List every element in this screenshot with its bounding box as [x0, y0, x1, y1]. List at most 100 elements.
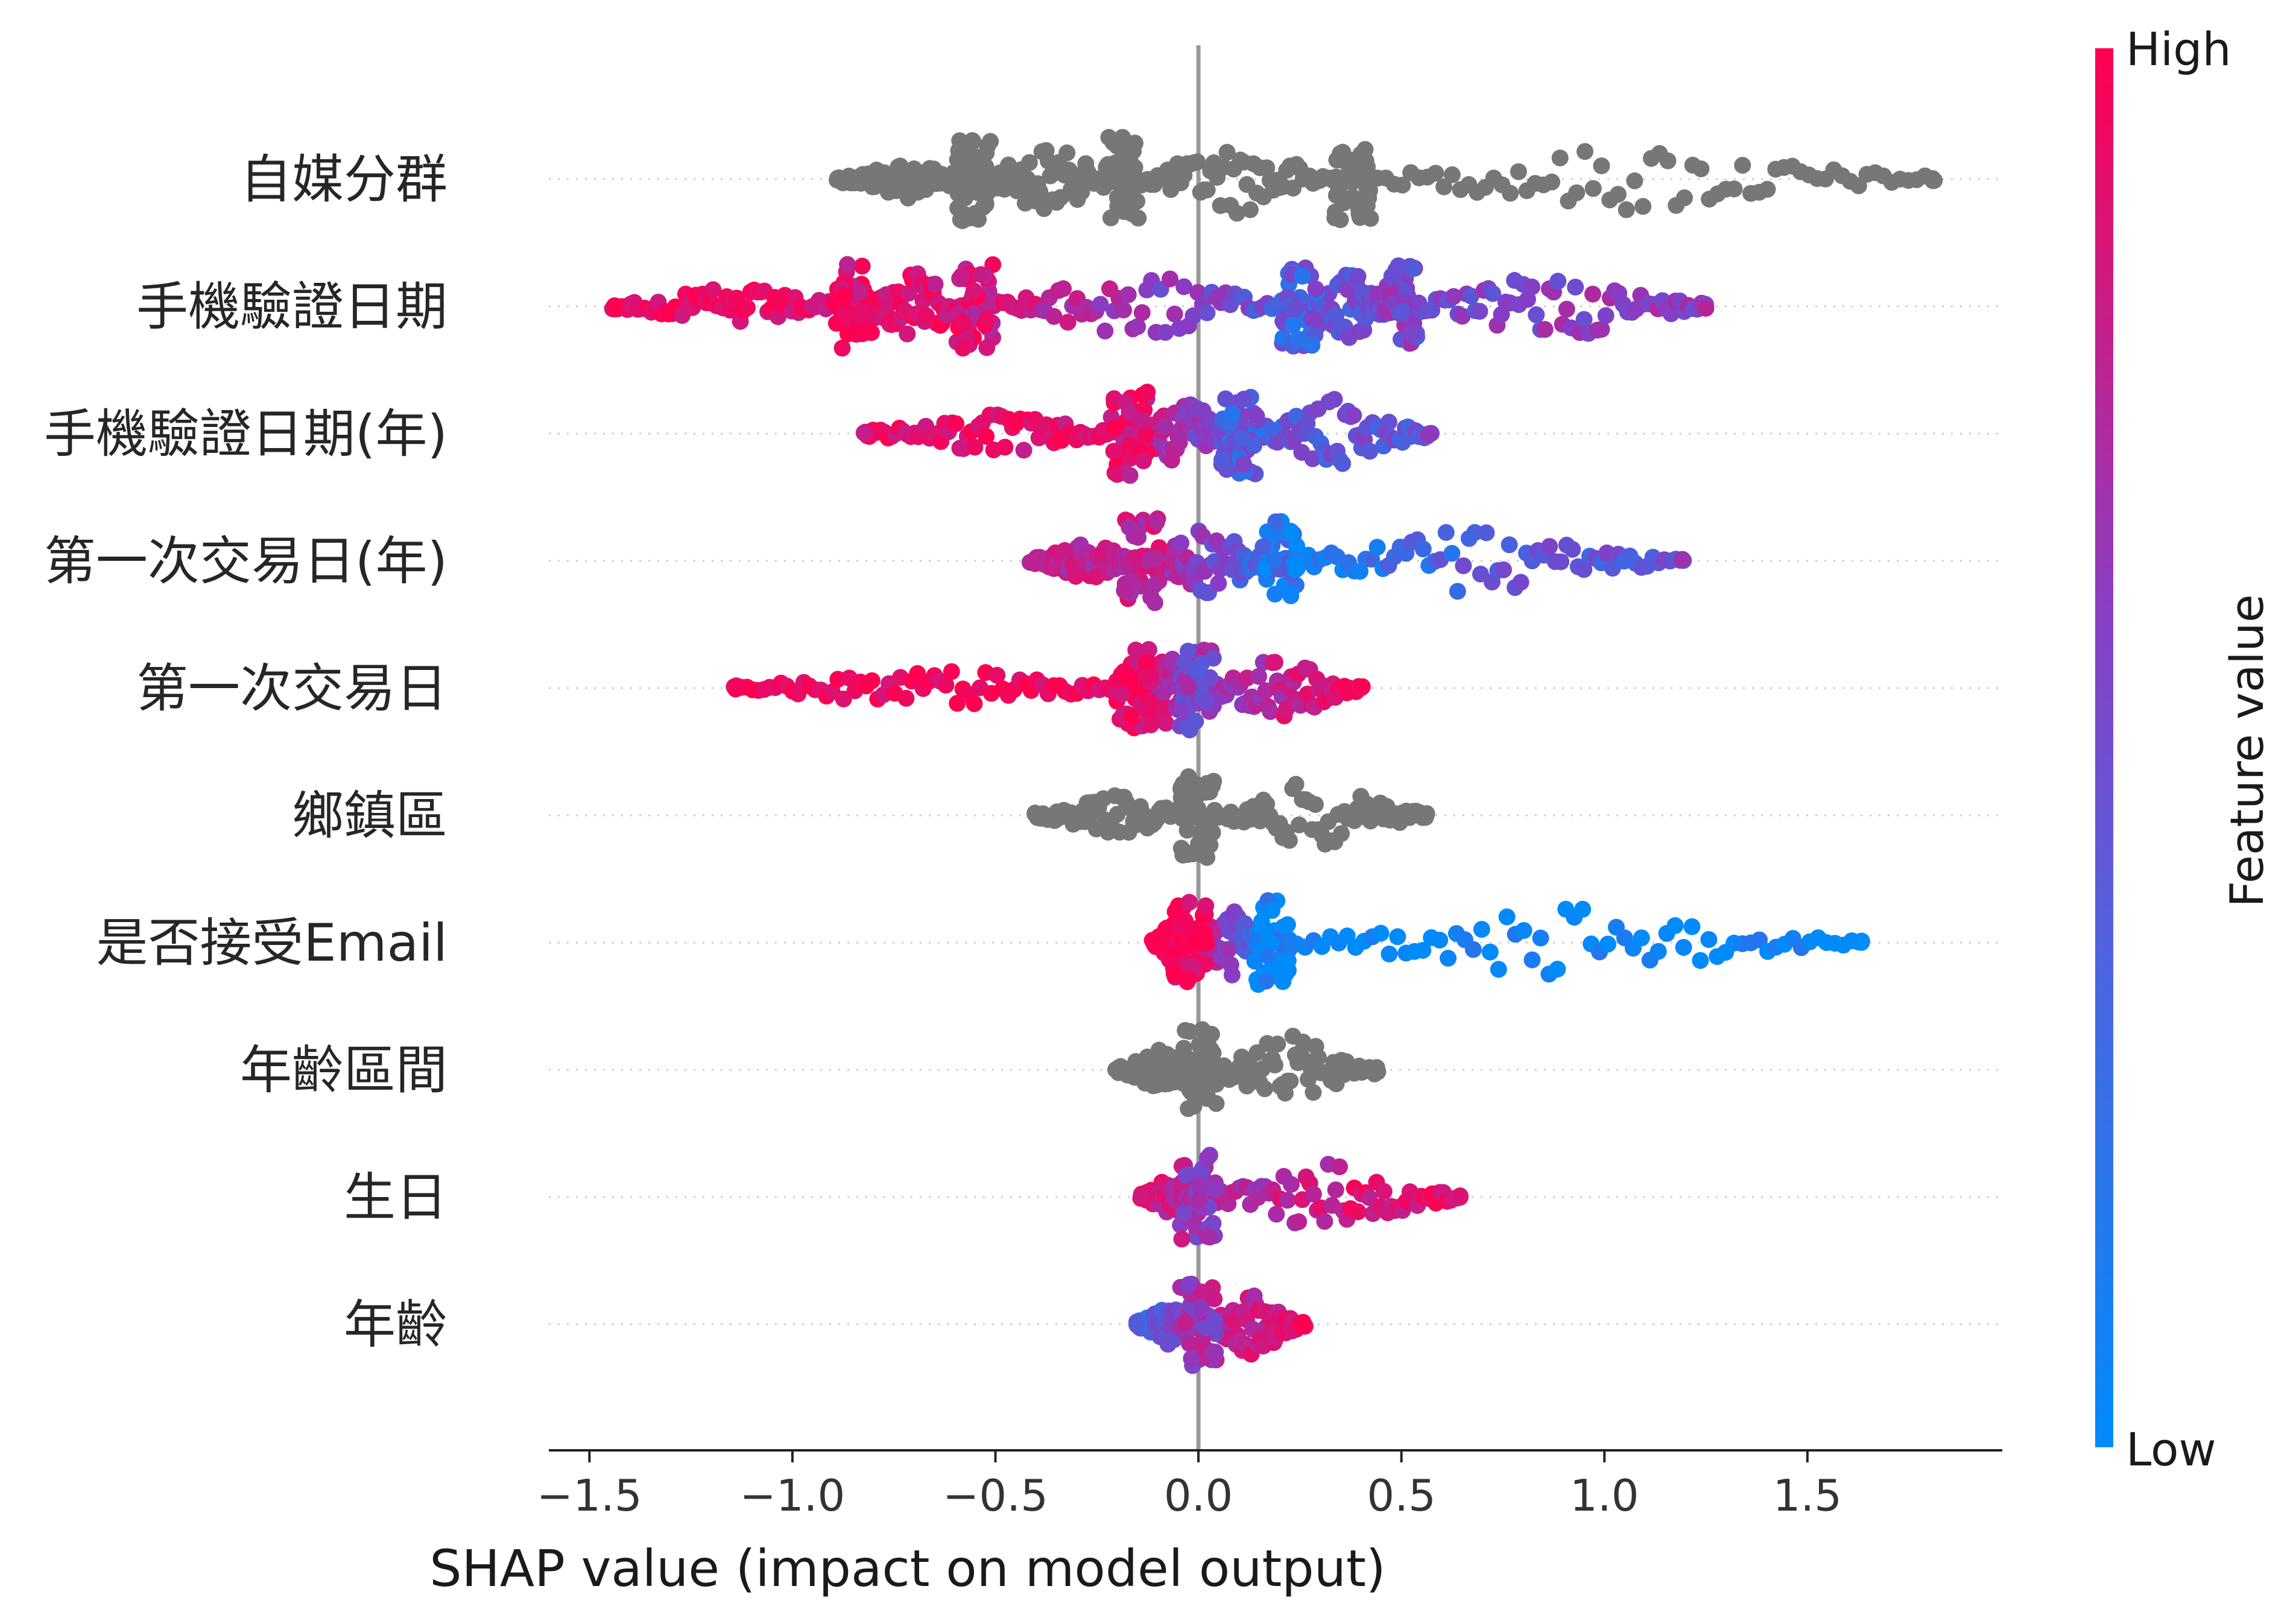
shap-point	[1692, 160, 1710, 177]
shap-point	[1137, 668, 1154, 686]
shap-point	[1501, 536, 1518, 554]
shap-point	[1246, 406, 1263, 423]
colorbar-title: Feature value	[2220, 595, 2274, 908]
shap-point	[1394, 177, 1411, 194]
shap-point	[1148, 550, 1165, 567]
shap-point	[1180, 1276, 1197, 1294]
shap-point	[1290, 1213, 1308, 1230]
shap-point	[1172, 534, 1190, 552]
shap-point	[1177, 1057, 1194, 1075]
shap-point	[1662, 305, 1680, 323]
shap-point	[1634, 198, 1652, 215]
shap-point	[1268, 1205, 1285, 1223]
shap-point	[704, 281, 722, 299]
shap-point	[1282, 525, 1300, 542]
shap-point	[1112, 175, 1130, 192]
shap-point	[1352, 145, 1370, 163]
shap-point	[1175, 1204, 1192, 1222]
shap-point	[1532, 929, 1549, 947]
shap-point	[1293, 1317, 1311, 1335]
shap-point	[1218, 144, 1236, 161]
shap-point	[953, 267, 970, 285]
shap-point	[1257, 682, 1274, 700]
shap-point	[1106, 154, 1124, 172]
shap-point	[1274, 973, 1292, 990]
shap-point	[1267, 654, 1283, 671]
shap-point	[1350, 205, 1368, 223]
shap-point	[1246, 952, 1263, 970]
shap-point	[1502, 185, 1519, 202]
shap-point	[1700, 931, 1718, 948]
x-tick-label: −0.5	[943, 1470, 1048, 1521]
shap-point	[1552, 553, 1570, 570]
shap-point	[1349, 1203, 1367, 1221]
shap-point	[1180, 678, 1197, 696]
shap-point	[1307, 280, 1324, 298]
shap-point	[1389, 928, 1406, 946]
shap-point	[1597, 307, 1614, 324]
shap-point	[1361, 443, 1379, 460]
shap-point	[1198, 694, 1215, 710]
shap-point	[1157, 418, 1174, 435]
shap-point	[1263, 902, 1281, 919]
x-tick-label: −1.5	[537, 1470, 642, 1521]
shap-point	[1210, 575, 1227, 592]
shap-point	[1204, 824, 1221, 841]
shap-point	[1265, 551, 1283, 568]
shap-point	[1593, 157, 1610, 174]
shap-point	[1414, 540, 1432, 558]
shap-point	[1294, 268, 1311, 285]
shap-point	[1124, 205, 1140, 223]
shap-point	[1498, 908, 1516, 926]
shap-point	[1564, 541, 1581, 558]
shap-point	[1165, 965, 1183, 982]
shap-point	[1133, 304, 1151, 321]
shap-point	[1139, 384, 1156, 401]
shap-point	[1191, 1036, 1208, 1054]
shap-point	[1184, 957, 1201, 975]
shap-point	[1193, 1283, 1210, 1301]
shap-point	[1178, 1167, 1195, 1184]
shap-point	[1015, 441, 1033, 459]
shap-point	[1146, 594, 1163, 611]
shap-point	[835, 287, 853, 305]
shap-point	[1107, 419, 1124, 437]
shap-point	[1198, 848, 1216, 866]
shap-point	[1287, 561, 1305, 578]
shap-point	[1108, 806, 1126, 823]
shap-point	[1692, 952, 1709, 969]
shap-point	[1659, 152, 1677, 169]
shap-point	[1196, 956, 1213, 973]
shap-point	[1490, 961, 1507, 978]
shap-point	[739, 299, 756, 317]
shap-point	[978, 339, 996, 356]
shap-point	[1279, 952, 1297, 970]
shap-point	[1171, 434, 1188, 451]
shap-point	[1174, 803, 1191, 820]
shap-point	[1437, 524, 1455, 541]
shap-point	[1181, 1023, 1198, 1040]
shap-point	[1204, 1343, 1222, 1360]
shap-point	[1481, 943, 1499, 961]
shap-point	[1269, 1035, 1286, 1053]
shap-point	[1558, 300, 1575, 318]
shap-point	[1327, 306, 1345, 324]
shap-point	[1189, 153, 1206, 171]
shap-point	[1610, 186, 1627, 203]
feature-swarm	[1143, 892, 1870, 993]
shap-point	[954, 340, 972, 357]
shap-point	[1853, 934, 1870, 951]
shap-point	[1327, 1181, 1344, 1199]
shap-point	[1128, 1313, 1145, 1331]
shap-point	[1191, 824, 1209, 842]
shap-point	[1368, 539, 1386, 556]
shap-point	[1138, 654, 1155, 671]
feature-swarm	[829, 128, 1943, 229]
shap-point	[1146, 935, 1164, 952]
shap-point	[1435, 178, 1453, 195]
feature-swarm	[1132, 1146, 1469, 1248]
shap-point	[1095, 179, 1112, 196]
shap-point	[1649, 943, 1667, 960]
colorbar-low-label: Low	[2126, 1423, 2216, 1476]
shap-point	[1453, 308, 1471, 325]
